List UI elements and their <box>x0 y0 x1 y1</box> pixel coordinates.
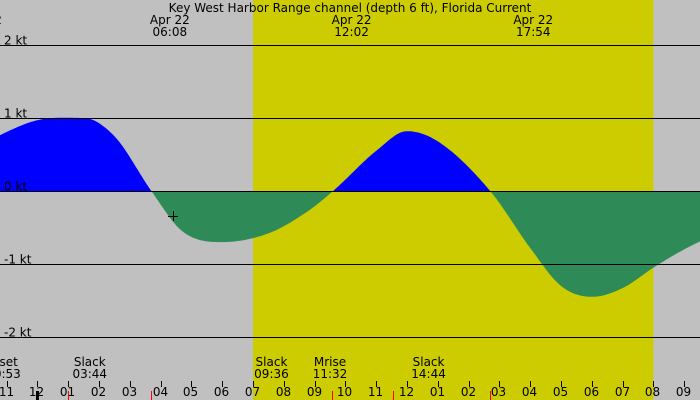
top-date-label: Apr 22 <box>332 13 372 27</box>
x-tick-label: 07 <box>615 385 630 399</box>
event-name-label: Slack <box>256 355 288 369</box>
x-tick-label: 02 <box>91 385 106 399</box>
x-tick-label: 05 <box>183 385 198 399</box>
x-tick-label: 04 <box>153 385 168 399</box>
cursor-crosshair-icon <box>168 211 178 221</box>
ebb-area-1 <box>151 191 334 243</box>
x-tick-label: 02 <box>461 385 476 399</box>
event-time-label: 11:32 <box>313 367 348 381</box>
x-tick-label: 03 <box>491 385 506 399</box>
top-time-label: 17:54 <box>516 25 551 39</box>
x-tick-label: 08 <box>645 385 660 399</box>
event-time-label: 09:36 <box>254 367 289 381</box>
x-tick-label: 07 <box>245 385 260 399</box>
x-tick-label: 10 <box>337 385 352 399</box>
ebb-area-3 <box>490 191 700 297</box>
x-tick-label: 08 <box>276 385 291 399</box>
x-tick-label: 12 <box>399 385 414 399</box>
y-tick-label: 0 kt <box>4 180 27 194</box>
event-time-label: 00:53 <box>0 367 21 381</box>
x-tick-label: 05 <box>553 385 568 399</box>
flood-area-2 <box>333 131 491 191</box>
y-tick-label: -1 kt <box>4 253 32 267</box>
x-tick-label: 04 <box>522 385 537 399</box>
event-name-label: Mset <box>0 355 18 369</box>
x-tick-label: 01 <box>60 385 75 399</box>
x-tick-label: 11 <box>0 385 14 399</box>
top-date-label: Apr 22 <box>150 13 190 27</box>
x-tick-label: 09 <box>676 385 691 399</box>
event-name-label: Mrise <box>314 355 346 369</box>
top-date-label: Apr 22 <box>513 13 553 27</box>
event-time-label: 03:44 <box>72 367 107 381</box>
top-date-label: Apr 22 <box>0 13 2 27</box>
x-tick-label: 06 <box>214 385 229 399</box>
y-tick-label: 1 kt <box>4 107 27 121</box>
flood-area-0 <box>0 117 152 191</box>
x-tick-label: 01 <box>430 385 445 399</box>
x-tick-label: 03 <box>122 385 137 399</box>
event-time-label: 14:44 <box>411 367 446 381</box>
event-name-label: Slack <box>74 355 106 369</box>
top-time-label: 12:02 <box>334 25 369 39</box>
top-time-label: 06:08 <box>153 25 188 39</box>
event-name-label: Slack <box>413 355 445 369</box>
x-tick-label: 06 <box>584 385 599 399</box>
x-tick-label: 11 <box>368 385 383 399</box>
x-tick-label: 09 <box>307 385 322 399</box>
chart-title: Key West Harbor Range channel (depth 6 f… <box>169 1 532 15</box>
y-tick-label: 2 kt <box>4 34 27 48</box>
y-tick-label: -2 kt <box>4 326 32 340</box>
